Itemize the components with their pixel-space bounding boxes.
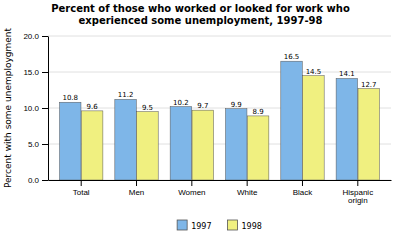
x-tick: Hispanicorigin bbox=[342, 180, 373, 205]
x-tick-label: Men bbox=[129, 188, 145, 197]
y-tick: 15.0 bbox=[23, 68, 48, 77]
legend-swatch bbox=[228, 220, 238, 230]
x-tick-label: Hispanicorigin bbox=[342, 188, 373, 206]
x-tick: White bbox=[237, 180, 258, 197]
x-tick-label-line: Total bbox=[73, 188, 90, 197]
legend-swatch bbox=[177, 220, 187, 230]
data-label: 9.6 bbox=[87, 103, 99, 111]
y-tick-label: 10.0 bbox=[23, 104, 39, 113]
x-tick: Black bbox=[293, 180, 314, 197]
x-axis-line bbox=[49, 180, 392, 181]
x-tick-label-line: Women bbox=[178, 188, 205, 197]
x-axis: Total Men Women White Black Hispanicorigin bbox=[49, 180, 392, 205]
bar bbox=[336, 78, 357, 180]
data-label: 9.5 bbox=[142, 104, 153, 112]
x-tick-mark bbox=[81, 180, 82, 186]
x-tick-label: Black bbox=[293, 188, 314, 197]
legend: 1997 1998 bbox=[177, 220, 262, 231]
bar bbox=[192, 110, 213, 180]
y-axis: 0.0 5.0 10.0 15.0 20.0 bbox=[23, 32, 48, 185]
data-label: 9.9 bbox=[231, 101, 242, 109]
data-label: 10.8 bbox=[62, 94, 78, 102]
chart: Percent of those who worked or looked fo… bbox=[0, 0, 401, 238]
data-label: 16.5 bbox=[284, 53, 300, 61]
legend-item: 1997 bbox=[177, 220, 211, 231]
y-tick-mark bbox=[42, 72, 48, 73]
y-tick: 0.0 bbox=[28, 176, 48, 185]
x-tick-label-line: White bbox=[237, 188, 258, 197]
data-label: 10.2 bbox=[173, 99, 189, 107]
data-label: 8.9 bbox=[253, 108, 264, 116]
y-tick: 5.0 bbox=[28, 140, 48, 149]
bar bbox=[281, 61, 302, 180]
legend-item: 1998 bbox=[228, 220, 262, 231]
legend-label: 1997 bbox=[191, 222, 211, 231]
x-tick-mark bbox=[357, 180, 358, 186]
y-tick-label: 20.0 bbox=[23, 32, 39, 41]
y-tick-mark bbox=[42, 180, 48, 181]
y-tick-label: 5.0 bbox=[28, 140, 40, 149]
title-line: experienced some unemployment, 1997-98 bbox=[79, 15, 323, 26]
data-label: 12.7 bbox=[361, 81, 377, 89]
bar bbox=[81, 111, 102, 180]
x-tick-label-line: Hispanic bbox=[342, 188, 373, 197]
y-tick: 20.0 bbox=[23, 32, 48, 41]
y-tick-mark bbox=[42, 108, 48, 109]
bar bbox=[170, 107, 191, 180]
y-tick-label: 15.0 bbox=[23, 68, 39, 77]
x-tick: Men bbox=[129, 180, 145, 197]
bar bbox=[137, 112, 158, 180]
grid-line bbox=[48, 36, 391, 37]
x-tick-mark bbox=[247, 180, 248, 186]
y-tick-label: 0.0 bbox=[28, 176, 40, 185]
legend-label: 1998 bbox=[242, 222, 262, 231]
y-tick-mark bbox=[42, 144, 48, 145]
y-axis-title: Percent with some unemploygment bbox=[3, 28, 13, 189]
y-tick: 10.0 bbox=[23, 104, 48, 113]
x-tick-label: Women bbox=[178, 188, 205, 197]
grid bbox=[48, 36, 391, 180]
y-tick-mark bbox=[42, 36, 48, 37]
x-tick-mark bbox=[191, 180, 192, 186]
bars bbox=[60, 61, 380, 180]
data-label: 14.5 bbox=[306, 68, 322, 76]
data-label: 14.1 bbox=[339, 70, 355, 78]
y-axis-line bbox=[48, 37, 49, 181]
data-label: 9.7 bbox=[197, 102, 208, 110]
data-label: 11.2 bbox=[118, 91, 134, 99]
x-tick: Total bbox=[73, 180, 90, 197]
x-tick: Women bbox=[178, 180, 205, 197]
x-tick-label: Total bbox=[73, 188, 90, 197]
bar bbox=[115, 99, 136, 180]
bar bbox=[303, 76, 324, 180]
x-tick-label-line: origin bbox=[348, 196, 368, 205]
title: Percent of those who worked or looked fo… bbox=[51, 3, 350, 26]
x-tick-label: White bbox=[237, 188, 258, 197]
x-tick-label-line: Men bbox=[129, 188, 145, 197]
bar bbox=[225, 109, 246, 180]
bar bbox=[247, 116, 268, 180]
data-labels: 10.8 11.2 10.2 9.9 16.5 14.1 9.6 9.5 9.7 8.9 14.5 1… bbox=[62, 53, 376, 116]
x-tick-mark bbox=[302, 180, 303, 186]
bar bbox=[358, 89, 379, 180]
plot: 10.8 11.2 10.2 9.9 16.5 14.1 9.6 9.5 9.7 8.9 14.5 1… bbox=[23, 32, 391, 205]
title-line: Percent of those who worked or looked fo… bbox=[51, 3, 350, 14]
x-tick-mark bbox=[136, 180, 137, 186]
bar bbox=[60, 102, 81, 180]
x-tick-label-line: Black bbox=[293, 188, 314, 197]
